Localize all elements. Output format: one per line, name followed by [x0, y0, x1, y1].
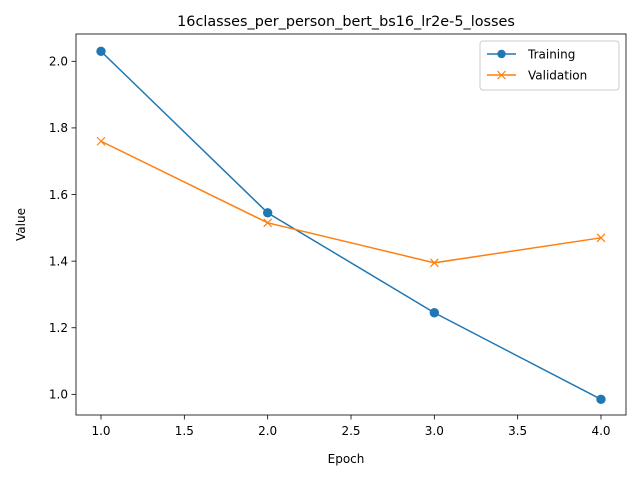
validation-point: [96, 136, 106, 146]
training-point: [262, 208, 273, 218]
training-point: [596, 394, 606, 405]
y-tick-label: 1.0: [49, 388, 68, 402]
validation-point: [596, 233, 606, 243]
validation-series-line: [100, 140, 602, 264]
training-point: [96, 46, 106, 57]
validation-point: [263, 218, 273, 228]
training-series-line: [100, 50, 602, 401]
y-tick-label: 1.6: [49, 188, 68, 202]
y-tick-label: 2.0: [49, 55, 68, 69]
training-legend-label: Training: [527, 48, 575, 62]
y-tick-label: 1.4: [49, 254, 68, 268]
validation-legend-label: Validation: [528, 69, 587, 83]
x-tick-label: 2.5: [341, 424, 360, 438]
chart-title: 16classes_per_person_bert_bs16_lr2e-5_lo…: [177, 14, 515, 30]
training-legend-marker: [497, 49, 506, 59]
x-axis-ticks: 1.0 1.5 2.0 2.5 3.0 3.5 4.0: [91, 415, 611, 438]
x-tick-label: 3.5: [508, 424, 527, 438]
x-tick-label: 1.5: [175, 424, 194, 438]
training-point: [429, 308, 440, 318]
plot-area: [96, 46, 606, 405]
y-axis-label: Value: [14, 208, 28, 241]
x-tick-label: 2.0: [258, 424, 277, 438]
x-tick-label: 4.0: [591, 424, 610, 438]
validation-legend-marker: [497, 70, 506, 80]
x-axis-label: Epoch: [328, 452, 365, 466]
legend: Training Validation: [479, 40, 620, 91]
x-tick-label: 3.0: [425, 424, 444, 438]
y-tick-label: 1.8: [49, 121, 68, 135]
y-tick-label: 1.2: [49, 321, 68, 335]
x-tick-label: 1.0: [91, 424, 110, 438]
y-axis-ticks: 1.0 1.2 1.4 1.6 1.8 2.0: [49, 55, 76, 402]
validation-point: [429, 258, 439, 268]
